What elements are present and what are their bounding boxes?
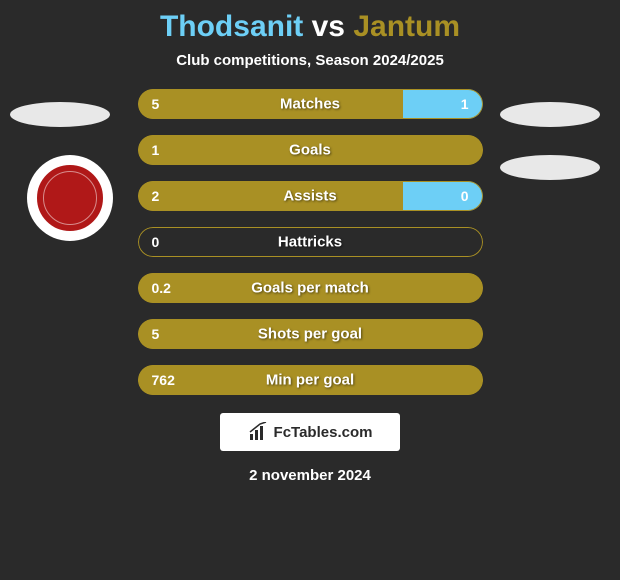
- date: 2 november 2024: [0, 467, 620, 484]
- club-logo-icon: [35, 163, 105, 233]
- stat-row: 762 Min per goal: [138, 365, 483, 395]
- comparison-chart: 5 1 Matches 1 Goals 2 0 Assists 0 Hattricks 0.2 Goa…: [0, 89, 620, 395]
- stat-row: 2 0 Assists: [138, 181, 483, 211]
- stat-right-value: 1: [461, 96, 469, 112]
- stat-right-value: 0: [461, 188, 469, 204]
- bar-left: [138, 89, 404, 119]
- stat-label: Min per goal: [266, 372, 354, 389]
- stat-row: 5 1 Matches: [138, 89, 483, 119]
- player1-oval: [10, 102, 110, 127]
- stat-left-value: 2: [152, 188, 160, 204]
- player2-name: Jantum: [353, 10, 460, 43]
- stat-label: Matches: [280, 96, 340, 113]
- player1-name: Thodsanit: [160, 10, 303, 43]
- comparison-title: Thodsanit vs Jantum: [0, 0, 620, 44]
- brand-text: FcTables.com: [274, 424, 373, 441]
- subtitle: Club competitions, Season 2024/2025: [0, 52, 620, 69]
- stat-row: 0 Hattricks: [138, 227, 483, 257]
- stat-row: 1 Goals: [138, 135, 483, 165]
- bar-left: [138, 181, 404, 211]
- stat-label: Hattricks: [278, 234, 342, 251]
- stat-left-value: 1: [152, 142, 160, 158]
- stat-left-value: 5: [152, 96, 160, 112]
- bar-right: [403, 181, 482, 211]
- stat-left-value: 5: [152, 326, 160, 342]
- vs-text: vs: [312, 10, 345, 43]
- player2-oval-1: [500, 102, 600, 127]
- stat-label: Assists: [283, 188, 336, 205]
- stat-left-value: 0.2: [152, 280, 171, 296]
- chart-growth-icon: [248, 422, 268, 442]
- bar-right: [403, 89, 482, 119]
- player1-club-badge: [27, 155, 113, 241]
- stat-label: Goals per match: [251, 280, 369, 297]
- stat-left-value: 762: [152, 372, 175, 388]
- stat-row: 0.2 Goals per match: [138, 273, 483, 303]
- stat-row: 5 Shots per goal: [138, 319, 483, 349]
- stat-left-value: 0: [152, 234, 160, 250]
- stat-label: Shots per goal: [258, 326, 362, 343]
- stat-label: Goals: [289, 142, 331, 159]
- brand-badge: FcTables.com: [220, 413, 400, 451]
- player2-oval-2: [500, 155, 600, 180]
